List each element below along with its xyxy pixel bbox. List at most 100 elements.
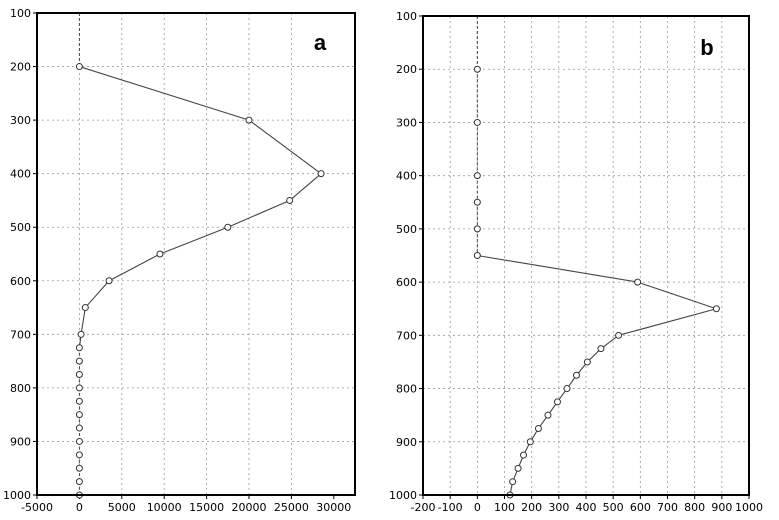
panel-a: -5000 0 5000 10000 15000 20000 25000 30000 100 20…	[3, 7, 356, 514]
a-y-tick-label: 300	[10, 114, 31, 127]
b-data-point	[473, 172, 481, 180]
b-y-tick-label: 400	[396, 170, 417, 183]
a-data-point	[77, 330, 85, 338]
a-data-point	[224, 223, 232, 231]
b-data-point	[544, 411, 552, 419]
a-data-point	[75, 464, 83, 472]
a-y-tick-label: 800	[10, 382, 31, 395]
a-y-tick-label: 100	[10, 7, 31, 20]
b-y-tick-label: 900	[396, 436, 417, 449]
b-plot-frame	[422, 15, 750, 496]
b-y-tick-label: 300	[396, 116, 417, 129]
a-data-point	[75, 411, 83, 419]
a-series-segment	[108, 253, 161, 282]
a-data-point	[105, 277, 113, 285]
b-x-tick-label: 900	[711, 501, 732, 514]
b-data-point	[520, 451, 528, 459]
a-data-point	[81, 304, 89, 312]
b-data-point	[634, 278, 642, 286]
a-x-tick-label: 15000	[189, 501, 224, 514]
b-data-point	[597, 345, 605, 353]
a-x-tick-label: 25000	[274, 501, 309, 514]
b-y-tick-label: 800	[396, 383, 417, 396]
a-data-point	[317, 170, 325, 178]
b-data-point	[473, 252, 481, 259]
b-y-tick-label: 200	[396, 63, 417, 76]
b-data-point	[572, 371, 580, 379]
a-x-tick-label: 5000	[108, 501, 136, 514]
b-data-point	[473, 65, 481, 73]
a-plot-frame	[36, 12, 356, 496]
a-data-point	[75, 63, 83, 71]
b-x-tick-label: 400	[576, 501, 597, 514]
a-y-tick-label: 600	[10, 275, 31, 288]
b-data-point	[534, 424, 542, 432]
b-data-point	[583, 358, 591, 366]
b-x-tick-label: -100	[438, 501, 463, 514]
a-series-segment	[80, 307, 86, 335]
b-series-segment	[600, 334, 619, 350]
b-data-point	[509, 478, 517, 486]
b-x-tick-label: 700	[657, 501, 678, 514]
b-x-tick-label: 500	[603, 501, 624, 514]
b-series-segment	[637, 281, 717, 310]
b-data-point	[563, 385, 571, 393]
b-data-point	[712, 305, 720, 313]
a-x-tick-label: 10000	[147, 501, 182, 514]
a-y-tick-label: 1000	[3, 489, 31, 502]
a-series-segment	[227, 199, 290, 228]
b-y-tick-label: 700	[396, 329, 417, 342]
b-y-tick-label: 500	[396, 223, 417, 236]
b-data-point	[473, 198, 481, 206]
b-data-point	[514, 464, 522, 472]
a-data-point	[75, 437, 83, 445]
a-data-point	[75, 397, 83, 405]
a-data-point	[75, 451, 83, 459]
b-y-tick-label: 600	[396, 276, 417, 289]
b-x-tick-label: -200	[411, 501, 436, 514]
a-x-tick-label: 0	[76, 501, 83, 514]
b-x-tick-label: 200	[521, 501, 542, 514]
a-data-point	[245, 116, 253, 124]
a-data-point	[156, 250, 164, 258]
b-x-tick-label: 1000	[735, 501, 763, 514]
b-series-segment	[618, 308, 717, 336]
b-data-point	[526, 438, 534, 446]
a-data-point	[75, 357, 83, 365]
panel-b: -200 -100 0 100 200 300 400 500 600 700 800 900 1000…	[389, 10, 763, 514]
a-series-segment	[159, 226, 229, 255]
b-data-point	[615, 331, 623, 339]
b-series-segment	[477, 254, 638, 283]
b-data-point	[553, 398, 561, 406]
a-data-point	[75, 424, 83, 432]
a-panel-label: a	[314, 30, 327, 55]
b-x-tick-label: 600	[630, 501, 651, 514]
b-data-point	[473, 225, 481, 233]
b-x-tick-label: 0	[474, 501, 481, 514]
a-series-segment	[248, 119, 322, 175]
a-y-tick-label: 900	[10, 435, 31, 448]
b-x-tick-label: 100	[494, 501, 515, 514]
a-data-point	[75, 344, 83, 352]
a-x-tick-label: 30000	[316, 501, 351, 514]
a-series-segment	[79, 66, 250, 121]
a-y-tick-label: 400	[10, 168, 31, 181]
a-y-tick-label: 700	[10, 328, 31, 341]
a-x-tick-label: -5000	[21, 501, 53, 514]
b-data-point	[473, 118, 481, 126]
a-series-segment	[84, 280, 110, 308]
a-data-point	[286, 196, 294, 204]
b-panel-label: b	[700, 35, 713, 60]
b-x-tick-label: 300	[548, 501, 569, 514]
a-data-point	[75, 371, 83, 378]
b-x-tick-label: 800	[684, 501, 705, 514]
a-y-tick-label: 200	[10, 61, 31, 74]
b-y-tick-label: 1000	[389, 489, 417, 502]
a-series-segment	[289, 173, 322, 201]
a-data-point	[75, 478, 83, 486]
a-y-tick-label: 500	[10, 221, 31, 234]
a-x-tick-label: 20000	[232, 501, 267, 514]
b-y-tick-label: 100	[396, 10, 417, 23]
a-data-point	[75, 384, 83, 392]
